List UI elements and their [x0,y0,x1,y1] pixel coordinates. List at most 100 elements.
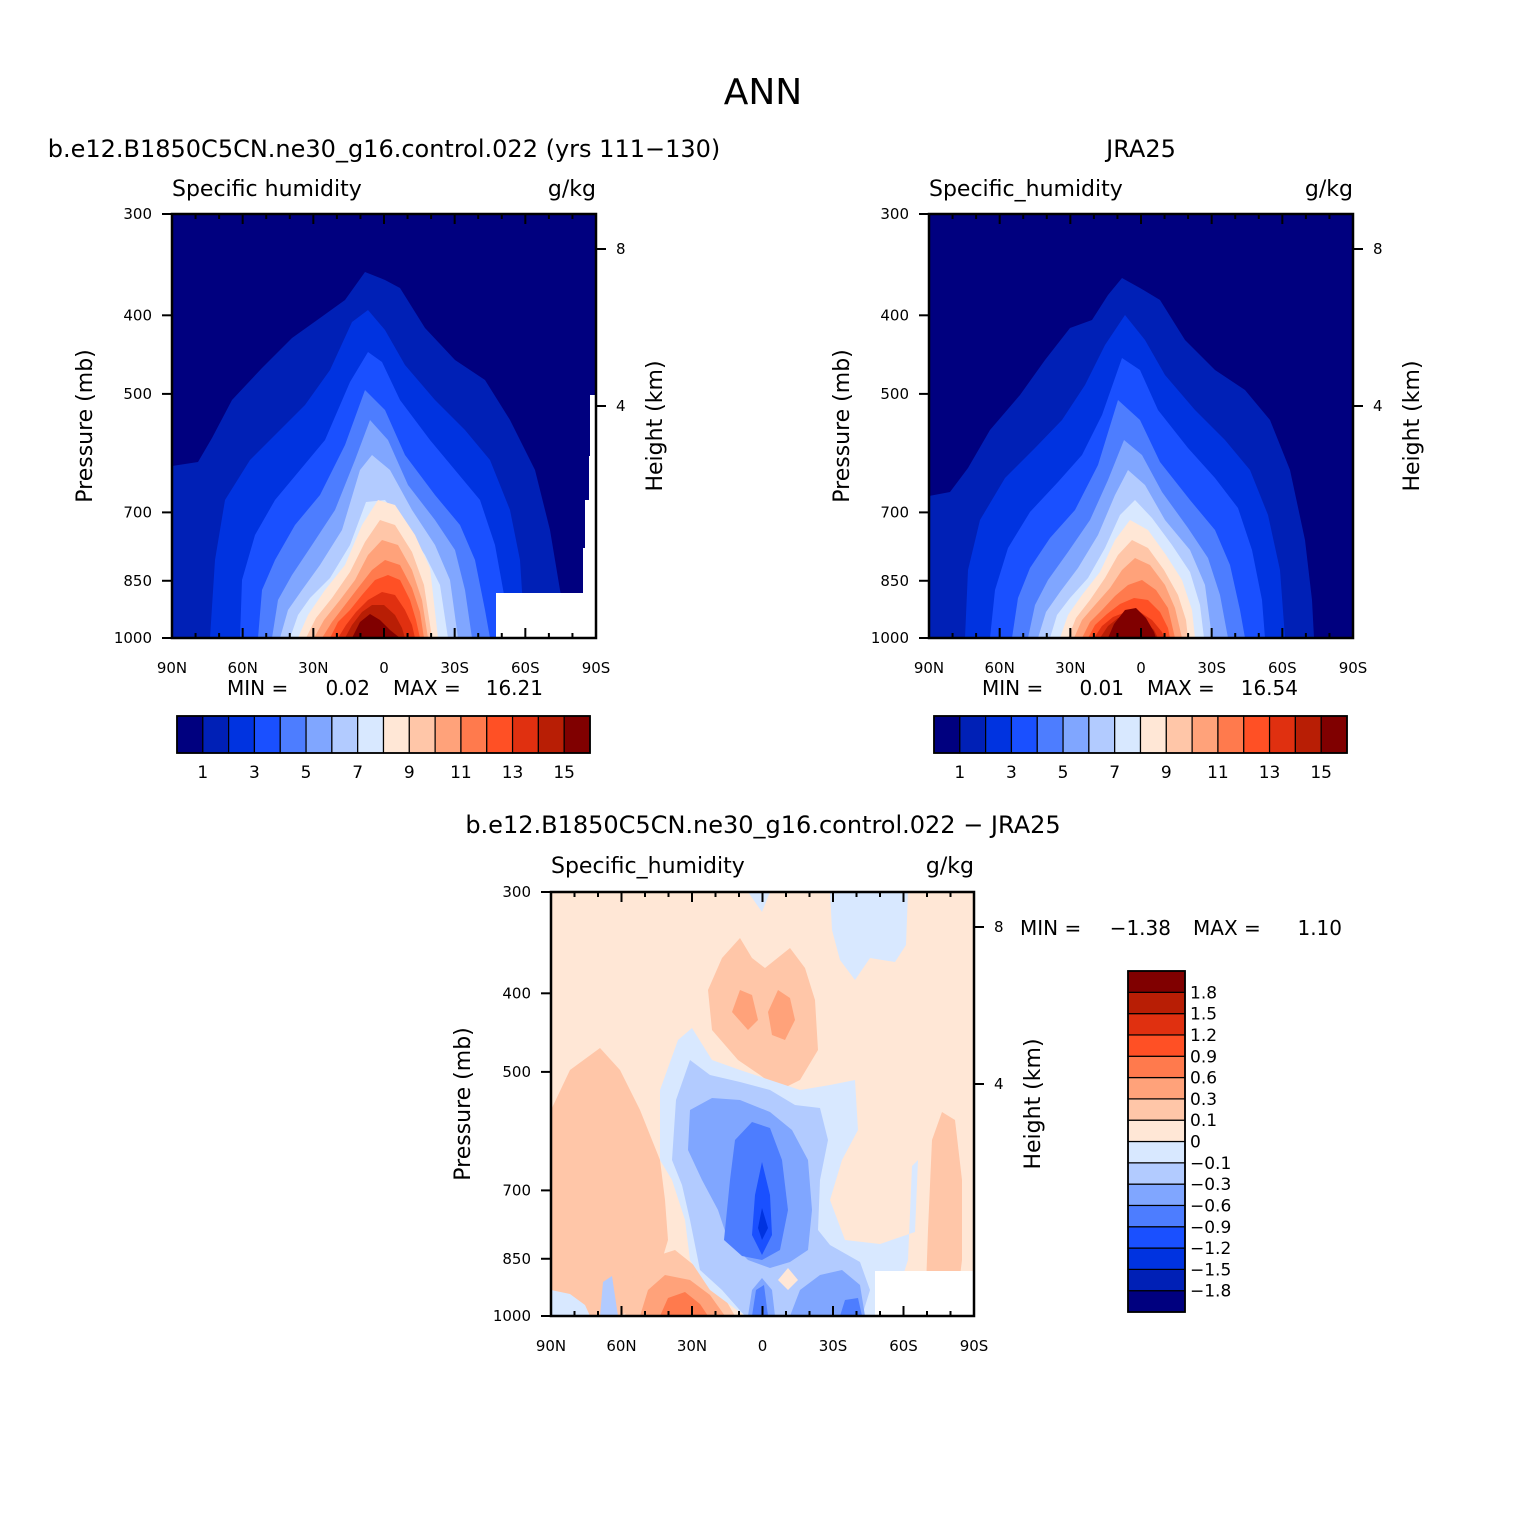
panel-obs-colorbar: 1 3 5 7 9 11 13 15 [933,715,1348,783]
colorbar-box [1036,715,1064,754]
x-tick-label: 60S [511,659,540,677]
y-tick-label: 1000 [493,1307,531,1325]
colorbar-box [563,715,591,754]
panel-model-title: b.e12.B1850C5CN.ne30_g16.control.022 (yr… [48,135,721,163]
colorbar-box [1127,1098,1186,1121]
panel-diff-contours [551,892,974,1316]
panel-obs-max-value: 16.54 [1241,676,1298,700]
panel-diff-max-value: 1.10 [1297,916,1342,940]
y-right-tick-label: 4 [994,1075,1004,1093]
panel-diff-title: b.e12.B1850C5CN.ne30_g16.control.022 − J… [465,811,1060,839]
colorbar-label: 0.9 [1190,1047,1217,1067]
colorbar-box [1217,715,1245,754]
panel-model-min-label: MIN = [227,676,288,700]
y-tick-label: 300 [123,205,152,223]
x-tick-label: 60S [1268,659,1297,677]
colorbar-box [1127,1162,1186,1185]
x-tick-label: 90S [582,659,611,677]
panel-obs-min-label: MIN = [982,676,1043,700]
colorbar-box [305,715,333,754]
y-tick-label: 400 [880,306,909,324]
panel-diff-axes-labels: 90N 60N 30N 0 30S 60S 90S 300 400 500 700 850 1000 8 4 [493,883,1004,1355]
y-right-tick-label: 4 [616,397,626,415]
colorbar-box [1191,715,1219,754]
x-tick-label: 30N [298,659,328,677]
x-tick-label: 30S [440,659,469,677]
y-tick-label: 400 [502,984,531,1002]
colorbar-box [408,715,436,754]
panel-diff-left-string: Specific_humidity [551,854,745,879]
colorbar-label: 0 [1190,1133,1201,1153]
colorbar-label: 1.2 [1190,1026,1217,1046]
colorbar-label: 11 [450,763,472,783]
panel-model-min-value: 0.02 [325,676,370,700]
colorbar-box [253,715,281,754]
panel-model-max-value: 16.21 [486,676,543,700]
colorbar-box [1127,1290,1186,1313]
y-tick-label: 700 [502,1181,531,1199]
colorbar-label: 0.6 [1190,1069,1217,1089]
panel-model-max-label: MAX = [393,676,461,700]
colorbar-box [460,715,488,754]
x-tick-label: 90N [536,1337,566,1355]
colorbar-label: 5 [1058,763,1069,783]
colorbar-box [1127,991,1186,1015]
panel-obs-units: g/kg [1305,177,1353,202]
y-tick-label: 500 [880,385,909,403]
panel-model: b.e12.B1850C5CN.ne30_g16.control.022 (yr… [48,135,721,783]
colorbar-box [1127,1140,1186,1164]
colorbar-label: 7 [1109,763,1120,783]
y-tick-label: 400 [123,306,152,324]
panel-model-colorbar: 1 3 5 7 9 11 13 15 [176,715,591,783]
x-tick-label: 90N [914,659,944,677]
colorbar-box [1165,715,1193,754]
colorbar-box [1139,715,1167,754]
colorbar-label: −0.3 [1190,1175,1231,1195]
colorbar-box [985,715,1013,754]
colorbar-label: 1.8 [1190,983,1217,1003]
panel-diff-min-label: MIN = [1020,916,1081,940]
colorbar-box [357,715,385,754]
colorbar-box [1127,970,1186,993]
colorbar-outline [1127,970,1186,1313]
y-tick-label: 300 [502,883,531,901]
y-tick-label: 850 [502,1250,531,1268]
panel-model-units: g/kg [548,177,596,202]
x-tick-label: 30N [677,1337,707,1355]
colorbar-outline [933,715,1348,754]
panel-obs-min-value: 0.01 [1079,676,1124,700]
colorbar-box [1127,1268,1186,1292]
panel-obs: JRA25 Specific_humidity g/kg 90N 60N 30N 0 3… [830,135,1425,783]
x-tick-label: 30S [1197,659,1226,677]
colorbar-box [1127,1119,1186,1143]
panel-obs-max-label: MAX = [1147,676,1215,700]
colorbar-label: 13 [1259,763,1281,783]
colorbar-label: −1.8 [1190,1282,1231,1302]
y-tick-label: 500 [123,385,152,403]
colorbar-label: −0.6 [1190,1196,1231,1216]
colorbar-box [382,715,410,754]
panel-model-tick-marks [162,213,606,639]
panel-diff-max-label: MAX = [1193,916,1261,940]
panel-diff-min-value: −1.38 [1110,916,1171,940]
panel-obs-ylabel-right: Height (km) [1400,360,1425,491]
colorbar-label: 15 [1310,763,1332,783]
panel-model-left-string: Specific humidity [172,177,362,202]
y-right-tick-label: 8 [994,918,1004,936]
colorbar-box [1127,1247,1186,1270]
panel-diff-ylabel: Pressure (mb) [451,1027,476,1181]
colorbar-label: 9 [1161,763,1172,783]
panel-model-axes-labels: 90N 60N 30N 0 30S 60S 90S 300 400 500 700 850 1000 8 4 [114,205,626,677]
x-tick-label: 0 [1136,659,1146,677]
colorbar-box [331,715,359,754]
colorbar-box [1127,1204,1186,1228]
colorbar-box [1127,1034,1186,1057]
x-tick-label: 90S [960,1337,989,1355]
y-tick-label: 500 [502,1063,531,1081]
colorbar-label: 9 [404,763,415,783]
colorbar-box [279,715,307,754]
colorbar-label: 15 [553,763,575,783]
colorbar-box [1127,1183,1186,1207]
y-tick-label: 1000 [114,629,152,647]
